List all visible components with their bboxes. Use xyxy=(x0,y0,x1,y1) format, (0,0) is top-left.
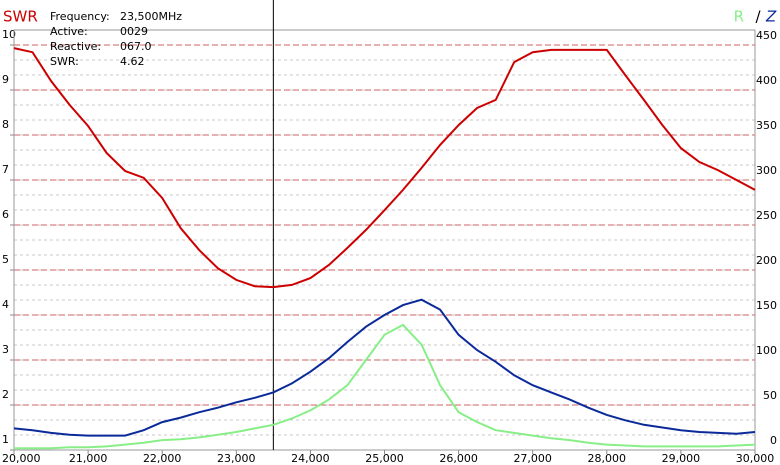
x-tick-label: 25,000 xyxy=(365,452,404,465)
legend-separator: / xyxy=(755,8,761,26)
x-tick-label: 23,000 xyxy=(217,452,256,465)
y-tick-label: 6 xyxy=(2,208,9,221)
x-tick-label: 29,000 xyxy=(662,452,701,465)
x-tick-label: 22,000 xyxy=(143,452,182,465)
x-tick-label: 21,000 xyxy=(69,452,108,465)
readout-value: 23,500MHz xyxy=(120,10,182,23)
y-tick-label: 3 xyxy=(2,343,9,356)
y2-tick-label: 300 xyxy=(756,164,777,177)
y-tick-label: 1 xyxy=(2,433,9,446)
x-tick-label: 26,000 xyxy=(439,452,478,465)
y2-tick-label: 200 xyxy=(756,254,777,267)
y-tick-label: 5 xyxy=(2,253,9,266)
legend-label: Z xyxy=(765,8,777,26)
readout-label: Active: xyxy=(50,25,88,38)
readout-label: SWR: xyxy=(50,55,79,68)
y-tick-label: 7 xyxy=(2,163,9,176)
y2-tick-label: 400 xyxy=(756,74,777,87)
readout-label: Frequency: xyxy=(50,10,110,23)
readout-value: 067.0 xyxy=(120,40,152,53)
readout-value: 0029 xyxy=(120,25,148,38)
x-tick-label: 30,000 xyxy=(736,452,775,465)
y-tick-label: 10 xyxy=(2,28,16,41)
series-line xyxy=(13,298,756,437)
readout-value: 4.62 xyxy=(120,55,145,68)
y-tick-label: 2 xyxy=(2,388,9,401)
plot-frame xyxy=(13,29,756,451)
y-tick-label: 9 xyxy=(2,73,9,86)
y2-tick-label: 450 xyxy=(756,29,777,42)
readout-label: Reactive: xyxy=(50,40,101,53)
y2-tick-label: 0 xyxy=(770,434,777,447)
x-tick-label: 28,000 xyxy=(588,452,627,465)
series-line xyxy=(14,323,756,450)
y-tick-label: 4 xyxy=(2,298,9,311)
x-tick-label: 20,000 xyxy=(2,452,41,465)
y2-tick-label: 250 xyxy=(756,209,777,222)
y2-tick-label: 100 xyxy=(756,344,777,357)
y2-tick-label: 150 xyxy=(756,299,777,312)
x-tick-label: 24,000 xyxy=(291,452,330,465)
y2-tick-label: 50 xyxy=(763,389,777,402)
y2-tick-label: 350 xyxy=(756,119,777,132)
series-line xyxy=(13,47,756,289)
x-tick-label: 27,000 xyxy=(513,452,552,465)
legend-label: R xyxy=(734,8,744,26)
y-tick-label: 8 xyxy=(2,118,9,131)
chart-title: SWR xyxy=(3,8,38,26)
